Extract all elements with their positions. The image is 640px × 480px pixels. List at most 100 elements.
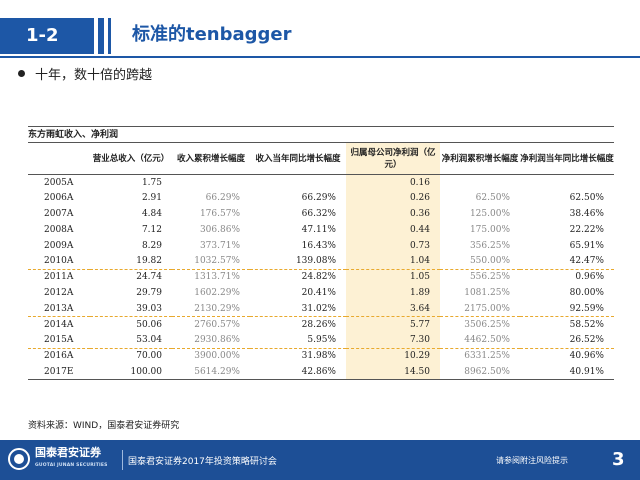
footer-bar: 国泰君安证券 GUOTAI JUNAN SECURITIES 国泰君安证券201…: [0, 440, 640, 480]
logo-name: 国泰君安证券: [35, 446, 101, 459]
row-year-cell: 2005A: [44, 177, 74, 188]
column-header: [28, 142, 90, 175]
column-header: 净利润当年同比增长幅度: [520, 142, 614, 175]
table-cell: 2930.86%: [194, 335, 240, 346]
table-cell: 1.04: [346, 253, 440, 270]
table-row: 2013A 39.03 2130.29% 31.02% 3.64 2175.00% 92.5…: [28, 300, 614, 317]
table-row: 2008A 7.12 306.86% 47.11% 0.44 175.00% 22.22%: [28, 221, 614, 238]
column-header: 收入当年同比增长幅度: [250, 142, 346, 175]
table-cell: 66.32%: [301, 208, 336, 219]
table-cell: 1.89: [346, 285, 440, 301]
table-cell: 62.50%: [475, 193, 510, 204]
table-row: 2015A 53.04 2930.86% 5.95% 7.30 4462.50% 26.52…: [28, 332, 614, 349]
table-cell: 2130.29%: [194, 303, 240, 314]
revenue-profit-table: 东方雨虹收入、净利润 营业总收入（亿元） 收入累积增长幅度 收入当年同比增长幅度…: [28, 126, 614, 381]
table-cell: 19.82: [136, 256, 162, 267]
table-cell: 7.30: [346, 332, 440, 349]
accent-bar: [98, 18, 104, 54]
column-header: 营业总收入（亿元）: [90, 142, 172, 175]
table-cell: 1.75: [141, 177, 162, 188]
slide-number-tag: 1-2: [0, 18, 94, 54]
table-row: 2011A 24.74 1313.71% 24.82% 1.05 556.25% 0.96%: [28, 268, 614, 286]
table-cell: [250, 175, 346, 191]
table-cell: 29.79: [136, 287, 162, 298]
table-cell: 26.52%: [569, 335, 604, 346]
table-cell: 2175.00%: [464, 303, 510, 314]
table-row: 2014A 50.06 2760.57% 28.26% 5.77 3506.25% 58.5…: [28, 316, 614, 333]
table-cell: 66.29%: [205, 193, 240, 204]
table-body: 2005A 1.75 0.16 2006A 2.91 66.29% 66.29% 0.26 62…: [28, 174, 614, 381]
row-year-cell: 2014A: [28, 316, 90, 333]
table-cell: 1081.25%: [464, 287, 510, 298]
table-row: 2016A 70.00 3900.00% 31.98% 10.29 6331.25% 40.…: [28, 347, 614, 365]
table-cell: 100.00: [90, 364, 172, 381]
table-row: 2005A 1.75 0.16: [28, 174, 614, 191]
table-cell: 175.00%: [469, 224, 510, 235]
table-cell: [440, 175, 520, 191]
event-name: 国泰君安证券2017年投资策略研讨会: [128, 457, 277, 467]
bullet-text: 十年，数十倍的跨越: [35, 68, 153, 83]
table-header-row: 营业总收入（亿元） 收入累积增长幅度 收入当年同比增长幅度 归属母公司净利润（亿…: [28, 142, 614, 175]
table-cell: 4462.50%: [464, 335, 510, 346]
table-cell: 373.71%: [199, 240, 240, 251]
table-cell: 5614.29%: [172, 364, 250, 381]
table-cell: 65.91%: [569, 240, 604, 251]
row-year-cell: 2013A: [44, 303, 74, 314]
table-cell: 70.00: [90, 347, 172, 365]
table-cell: 39.03: [136, 303, 162, 314]
table-cell: 556.25%: [440, 268, 520, 286]
table-cell: 0.26: [346, 190, 440, 207]
table-caption: 东方雨虹收入、净利润: [28, 126, 614, 142]
table-cell: 10.29: [346, 347, 440, 365]
table-cell: 92.59%: [569, 303, 604, 314]
table-cell: 125.00%: [469, 208, 510, 219]
table-cell: 38.46%: [569, 208, 604, 219]
table-cell: 14.50: [346, 364, 440, 381]
table-cell: 1602.29%: [194, 287, 240, 298]
table-cell: 8.29: [141, 240, 162, 251]
table-cell: 176.57%: [199, 208, 240, 219]
table-cell: 5.95%: [307, 335, 336, 346]
slide-title: 标准的tenbagger: [132, 24, 292, 45]
table-cell: 356.25%: [469, 240, 510, 251]
table-cell: 58.52%: [520, 316, 614, 333]
table-cell: 6331.25%: [440, 347, 520, 365]
table-cell: 47.11%: [301, 224, 336, 235]
table-cell: 5.77: [346, 316, 440, 333]
table-cell: 0.16: [346, 174, 440, 191]
row-year-cell: 2015A: [44, 335, 74, 346]
table-cell: 40.96%: [520, 347, 614, 365]
table-cell: 0.73: [346, 237, 440, 254]
table-cell: 22.22%: [569, 224, 604, 235]
bullet-point: 十年，数十倍的跨越: [18, 64, 152, 83]
table-cell: 1.05: [346, 268, 440, 286]
source-note: 资料来源：WIND，国泰君安证券研究: [28, 421, 180, 431]
table-cell: 53.04: [136, 335, 162, 346]
bullet-dot-icon: [18, 70, 25, 77]
column-header: 收入累积增长幅度: [172, 142, 250, 175]
table-cell: 1313.71%: [172, 268, 250, 286]
table-row: 2007A 4.84 176.57% 66.32% 0.36 125.00% 38.46%: [28, 206, 614, 222]
header-rule: [0, 56, 640, 58]
table-cell: 42.86%: [250, 364, 346, 381]
table-cell: 3.64: [346, 300, 440, 317]
table-cell: 306.86%: [199, 224, 240, 235]
table-cell: 3506.25%: [440, 316, 520, 333]
table-cell: 62.50%: [569, 193, 604, 204]
row-year-cell: 2008A: [44, 224, 74, 235]
row-year-cell: 2010A: [44, 256, 74, 267]
table-cell: 42.47%: [569, 256, 604, 267]
risk-disclaimer: 请参阅附注风险提示: [496, 456, 568, 465]
row-year-cell: 2012A: [44, 287, 74, 298]
accent-bar-thin: [108, 18, 111, 54]
table-cell: 139.08%: [295, 256, 336, 267]
table-row: 2012A 29.79 1602.29% 20.41% 1.89 1081.25% 80.0…: [28, 285, 614, 301]
row-year-cell: 2017E: [28, 364, 90, 381]
table-cell: 28.26%: [250, 316, 346, 333]
table-cell: 50.06: [90, 316, 172, 333]
row-year-cell: 2007A: [44, 208, 74, 219]
table-cell: 24.82%: [250, 268, 346, 286]
logo-subtitle: GUOTAI JUNAN SECURITIES: [35, 463, 108, 468]
column-header: 归属母公司净利润（亿元）: [346, 142, 440, 175]
footer-divider: [122, 450, 123, 470]
